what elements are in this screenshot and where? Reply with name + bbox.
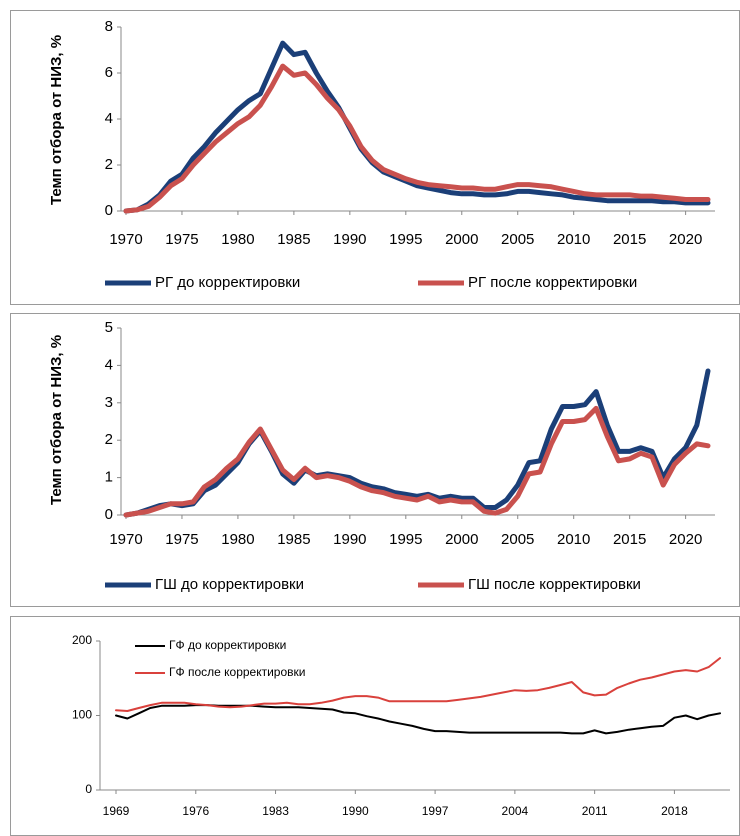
y-tick-label: 200: [72, 633, 92, 647]
x-tick-label: 1985: [277, 231, 310, 248]
y-tick-label: 2: [105, 431, 113, 448]
x-tick-label: 1995: [389, 231, 422, 248]
panel-border: [10, 616, 740, 836]
x-tick-label: 1980: [221, 531, 254, 548]
y-tick-label: 2: [105, 156, 113, 173]
x-tick-label: 1970: [109, 531, 142, 548]
x-tick-label: 1975: [165, 531, 198, 548]
x-tick-label: 2010: [557, 231, 590, 248]
x-tick-label: 1975: [165, 231, 198, 248]
legend-label: РГ до корректировки: [155, 274, 300, 291]
x-tick-label: 1976: [182, 804, 209, 818]
legend-label: ГШ до корректировки: [155, 576, 304, 593]
x-tick-label: 1985: [277, 531, 310, 548]
x-tick-label: 2000: [445, 231, 478, 248]
y-tick-label: 100: [72, 708, 92, 722]
series-line: [115, 657, 721, 712]
legend-label: РГ после корректировки: [468, 274, 637, 291]
x-tick-label: 2011: [582, 804, 608, 818]
y-axis-label: Темп отбора от НИЗ, %: [48, 35, 65, 205]
series-line: [123, 63, 711, 214]
x-tick-label: 2020: [669, 231, 702, 248]
y-tick-label: 1: [105, 469, 113, 486]
y-tick-label: 0: [105, 506, 113, 523]
y-tick-label: 3: [105, 394, 113, 411]
x-tick-label: 1990: [333, 231, 366, 248]
x-tick-label: 2020: [669, 531, 702, 548]
series-line: [123, 405, 711, 518]
y-tick-label: 0: [85, 782, 92, 796]
legend-label: ГШ после корректировки: [468, 576, 641, 593]
y-tick-label: 0: [105, 202, 113, 219]
legend-label: ГФ после корректировки: [169, 665, 305, 679]
y-tick-label: 6: [105, 64, 113, 81]
series-line: [123, 40, 711, 214]
x-tick-label: 2004: [502, 804, 529, 818]
x-tick-label: 2015: [613, 531, 646, 548]
x-tick-label: 2005: [501, 531, 534, 548]
x-tick-label: 2015: [613, 231, 646, 248]
y-tick-label: 4: [105, 356, 113, 373]
x-tick-label: 1969: [103, 804, 130, 818]
x-tick-label: 1995: [389, 531, 422, 548]
x-tick-label: 2018: [661, 804, 688, 818]
x-tick-label: 1990: [342, 804, 369, 818]
x-tick-label: 1980: [221, 231, 254, 248]
x-tick-label: 1983: [262, 804, 289, 818]
y-tick-label: 5: [105, 319, 113, 336]
x-tick-label: 1990: [333, 531, 366, 548]
legend-label: ГФ до корректировки: [169, 638, 286, 652]
x-tick-label: 2010: [557, 531, 590, 548]
x-tick-label: 2005: [501, 231, 534, 248]
series-line: [123, 368, 711, 518]
y-axis-label: Темп отбора от НИЗ, %: [48, 335, 65, 505]
x-tick-label: 1997: [422, 804, 449, 818]
series-line: [115, 704, 721, 735]
x-tick-label: 1970: [109, 231, 142, 248]
y-tick-label: 8: [105, 18, 113, 35]
panel-border: [10, 10, 740, 305]
x-tick-label: 2000: [445, 531, 478, 548]
y-tick-label: 4: [105, 110, 113, 127]
